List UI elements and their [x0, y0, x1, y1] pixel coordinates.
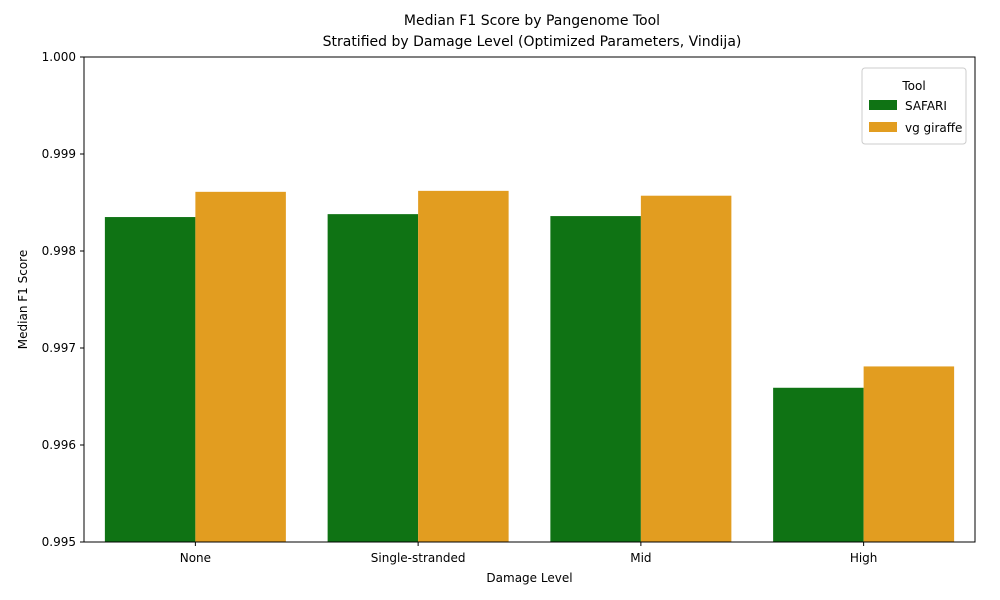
legend: Tool SAFARI vg giraffe — [862, 68, 966, 144]
bar-vg-giraffe-high — [864, 366, 955, 542]
bar-safari-single-stranded — [328, 214, 419, 542]
x-axis-label: Damage Level — [486, 571, 572, 585]
legend-swatch-safari — [869, 100, 897, 110]
y-tick-label: 0.999 — [42, 147, 76, 161]
bar-safari-high — [773, 388, 864, 542]
y-tick-label: 0.997 — [42, 341, 76, 355]
y-tick-label: 1.000 — [42, 50, 76, 64]
y-axis-label: Median F1 Score — [16, 250, 30, 349]
bar-vg-giraffe-single-stranded — [418, 191, 509, 542]
bar-vg-giraffe-none — [195, 192, 286, 542]
legend-swatch-vg-giraffe — [869, 122, 897, 132]
legend-label-safari: SAFARI — [905, 99, 947, 113]
legend-title: Tool — [901, 79, 925, 93]
y-axis-ticks: 0.995 0.996 0.997 0.998 0.999 1.000 — [42, 50, 84, 549]
x-tick-label-none: None — [180, 551, 211, 565]
bar-safari-mid — [550, 216, 641, 542]
bar-safari-none — [105, 217, 196, 542]
bars-group — [105, 191, 954, 542]
y-tick-label: 0.996 — [42, 438, 76, 452]
x-tick-label-single-stranded: Single-stranded — [371, 551, 466, 565]
x-tick-label-mid: Mid — [630, 551, 651, 565]
x-axis-ticks: None Single-stranded Mid High — [180, 542, 878, 565]
x-tick-label-high: High — [850, 551, 878, 565]
bar-vg-giraffe-mid — [641, 196, 732, 542]
chart-title: Median F1 Score by Pangenome Tool — [404, 13, 660, 29]
legend-label-vg-giraffe: vg giraffe — [905, 121, 962, 135]
y-tick-label: 0.995 — [42, 535, 76, 549]
y-tick-label: 0.998 — [42, 244, 76, 258]
chart-subtitle: Stratified by Damage Level (Optimized Pa… — [323, 34, 742, 50]
